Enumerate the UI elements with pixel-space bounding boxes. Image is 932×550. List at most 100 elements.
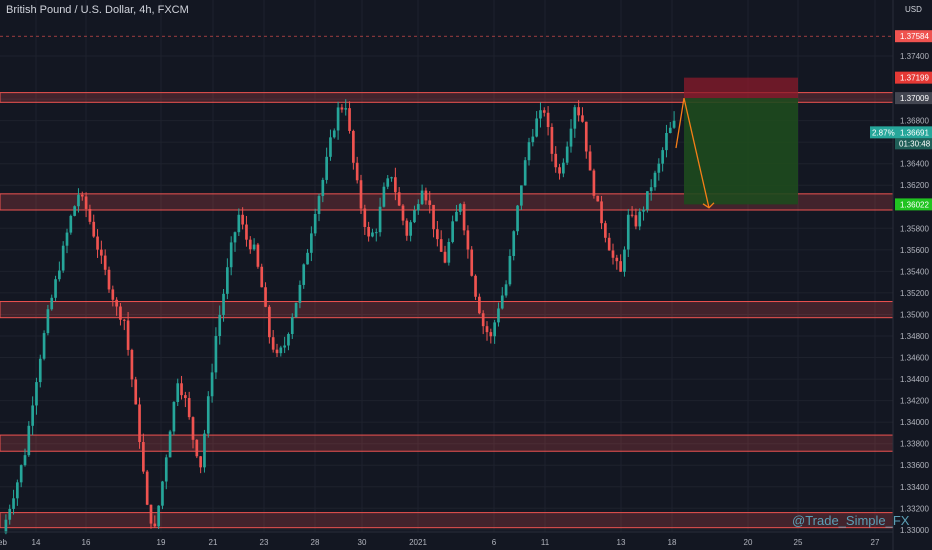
candle-body	[520, 185, 523, 206]
stop-loss-zone[interactable]	[684, 77, 798, 99]
candle-body	[134, 379, 138, 405]
price-tick-label: 1.34600	[900, 354, 929, 363]
candle-body	[394, 177, 397, 193]
price-tick-label: 1.33000	[900, 526, 929, 535]
candle-body	[554, 153, 558, 168]
candle-body	[92, 221, 96, 237]
candle-body	[145, 471, 149, 505]
zone-rect[interactable]	[0, 512, 894, 529]
projection-arrow[interactable]	[675, 97, 715, 209]
candle-body	[241, 214, 244, 225]
zone-rect[interactable]	[0, 301, 894, 319]
candle-body	[275, 349, 279, 354]
candle-body	[527, 142, 531, 161]
candle-body	[638, 211, 642, 227]
currency-label: USD	[905, 5, 922, 14]
candle-body	[336, 107, 340, 131]
candle-body	[474, 275, 477, 297]
candle-body	[245, 224, 248, 240]
grid-lines	[0, 0, 893, 532]
candle-body	[542, 110, 546, 113]
candle-body	[332, 130, 336, 138]
candle-body	[172, 401, 176, 432]
price-tag-box	[895, 71, 932, 84]
watermark: @Trade_Simple_FX	[792, 513, 910, 528]
candle-body	[500, 295, 504, 309]
candle-body	[657, 163, 661, 173]
candle-body	[508, 255, 512, 285]
candle-body	[615, 257, 619, 262]
candle-body	[531, 136, 535, 143]
candle-body	[401, 205, 405, 221]
candle-body	[623, 249, 626, 272]
price-tick-label: 1.35200	[900, 289, 929, 298]
candle-body	[256, 244, 260, 267]
candle-body	[672, 120, 676, 128]
candle-body	[58, 270, 61, 280]
price-tag-label: 1.36022	[900, 200, 929, 209]
candle-body	[12, 498, 15, 509]
candle-body	[439, 239, 443, 252]
price-tick-label: 1.36200	[900, 181, 929, 190]
candle-body	[210, 372, 214, 397]
candlestick-series	[4, 99, 676, 535]
candle-body	[271, 337, 275, 350]
candle-body	[535, 118, 538, 137]
candle-body	[50, 297, 54, 310]
candle-body	[321, 179, 325, 197]
candle-body	[287, 334, 290, 346]
candle-body	[42, 333, 46, 359]
candle-body	[516, 205, 519, 232]
candle-body	[35, 382, 38, 406]
candle-body	[523, 160, 527, 186]
candle-body	[199, 456, 202, 468]
short-position-tool[interactable]	[684, 77, 798, 205]
candle-body	[382, 186, 386, 207]
countdown-label: 01:30:48	[899, 139, 931, 148]
candle-body	[168, 431, 172, 458]
candle-body	[550, 127, 554, 154]
time-tick-label: 2021	[409, 538, 427, 547]
arrow-path[interactable]	[675, 97, 710, 208]
price-tag-box	[895, 30, 932, 43]
candle-body	[252, 244, 256, 250]
time-tick-label: 16	[82, 538, 91, 547]
candle-body	[416, 204, 420, 211]
candle-body	[107, 269, 111, 290]
candle-body	[619, 261, 622, 272]
candle-body	[226, 267, 229, 294]
candle-body	[237, 214, 241, 233]
time-tick-label: 27	[871, 538, 880, 547]
candle-body	[573, 107, 577, 129]
price-tag-label: 1.37009	[900, 94, 929, 103]
candle-body	[38, 358, 42, 383]
candle-body	[290, 317, 294, 335]
candle-body	[195, 439, 199, 457]
candle-body	[485, 326, 489, 333]
candle-body	[19, 465, 23, 483]
time-tick-label: 18	[668, 538, 677, 547]
zone-rect[interactable]	[0, 434, 894, 452]
candle-body	[23, 455, 27, 466]
price-tick-label: 1.34800	[900, 332, 929, 341]
candle-body	[668, 127, 672, 133]
candle-body	[493, 322, 496, 337]
price-tick-label: 1.33200	[900, 504, 929, 513]
candle-body	[481, 313, 485, 327]
time-axis[interactable]: 14 16 19 21 23 28 30 2021 6 11 13 18 20 25 27 Feb	[0, 531, 893, 547]
price-axis[interactable]: 1.374001.370001.368001.366001.364001.362…	[892, 0, 929, 550]
candle-body	[187, 398, 191, 418]
price-tick-label: 1.36800	[900, 117, 929, 126]
candle-body	[164, 457, 168, 482]
candle-body	[65, 232, 69, 246]
candle-body	[390, 177, 393, 179]
candle-body	[581, 115, 584, 122]
time-tick-label: Feb	[0, 538, 7, 547]
candle-body	[348, 108, 351, 131]
candle-body	[130, 349, 134, 380]
take-profit-zone[interactable]	[684, 98, 798, 205]
candle-body	[119, 306, 122, 320]
price-tag-box	[895, 126, 932, 139]
candle-body	[451, 221, 454, 242]
